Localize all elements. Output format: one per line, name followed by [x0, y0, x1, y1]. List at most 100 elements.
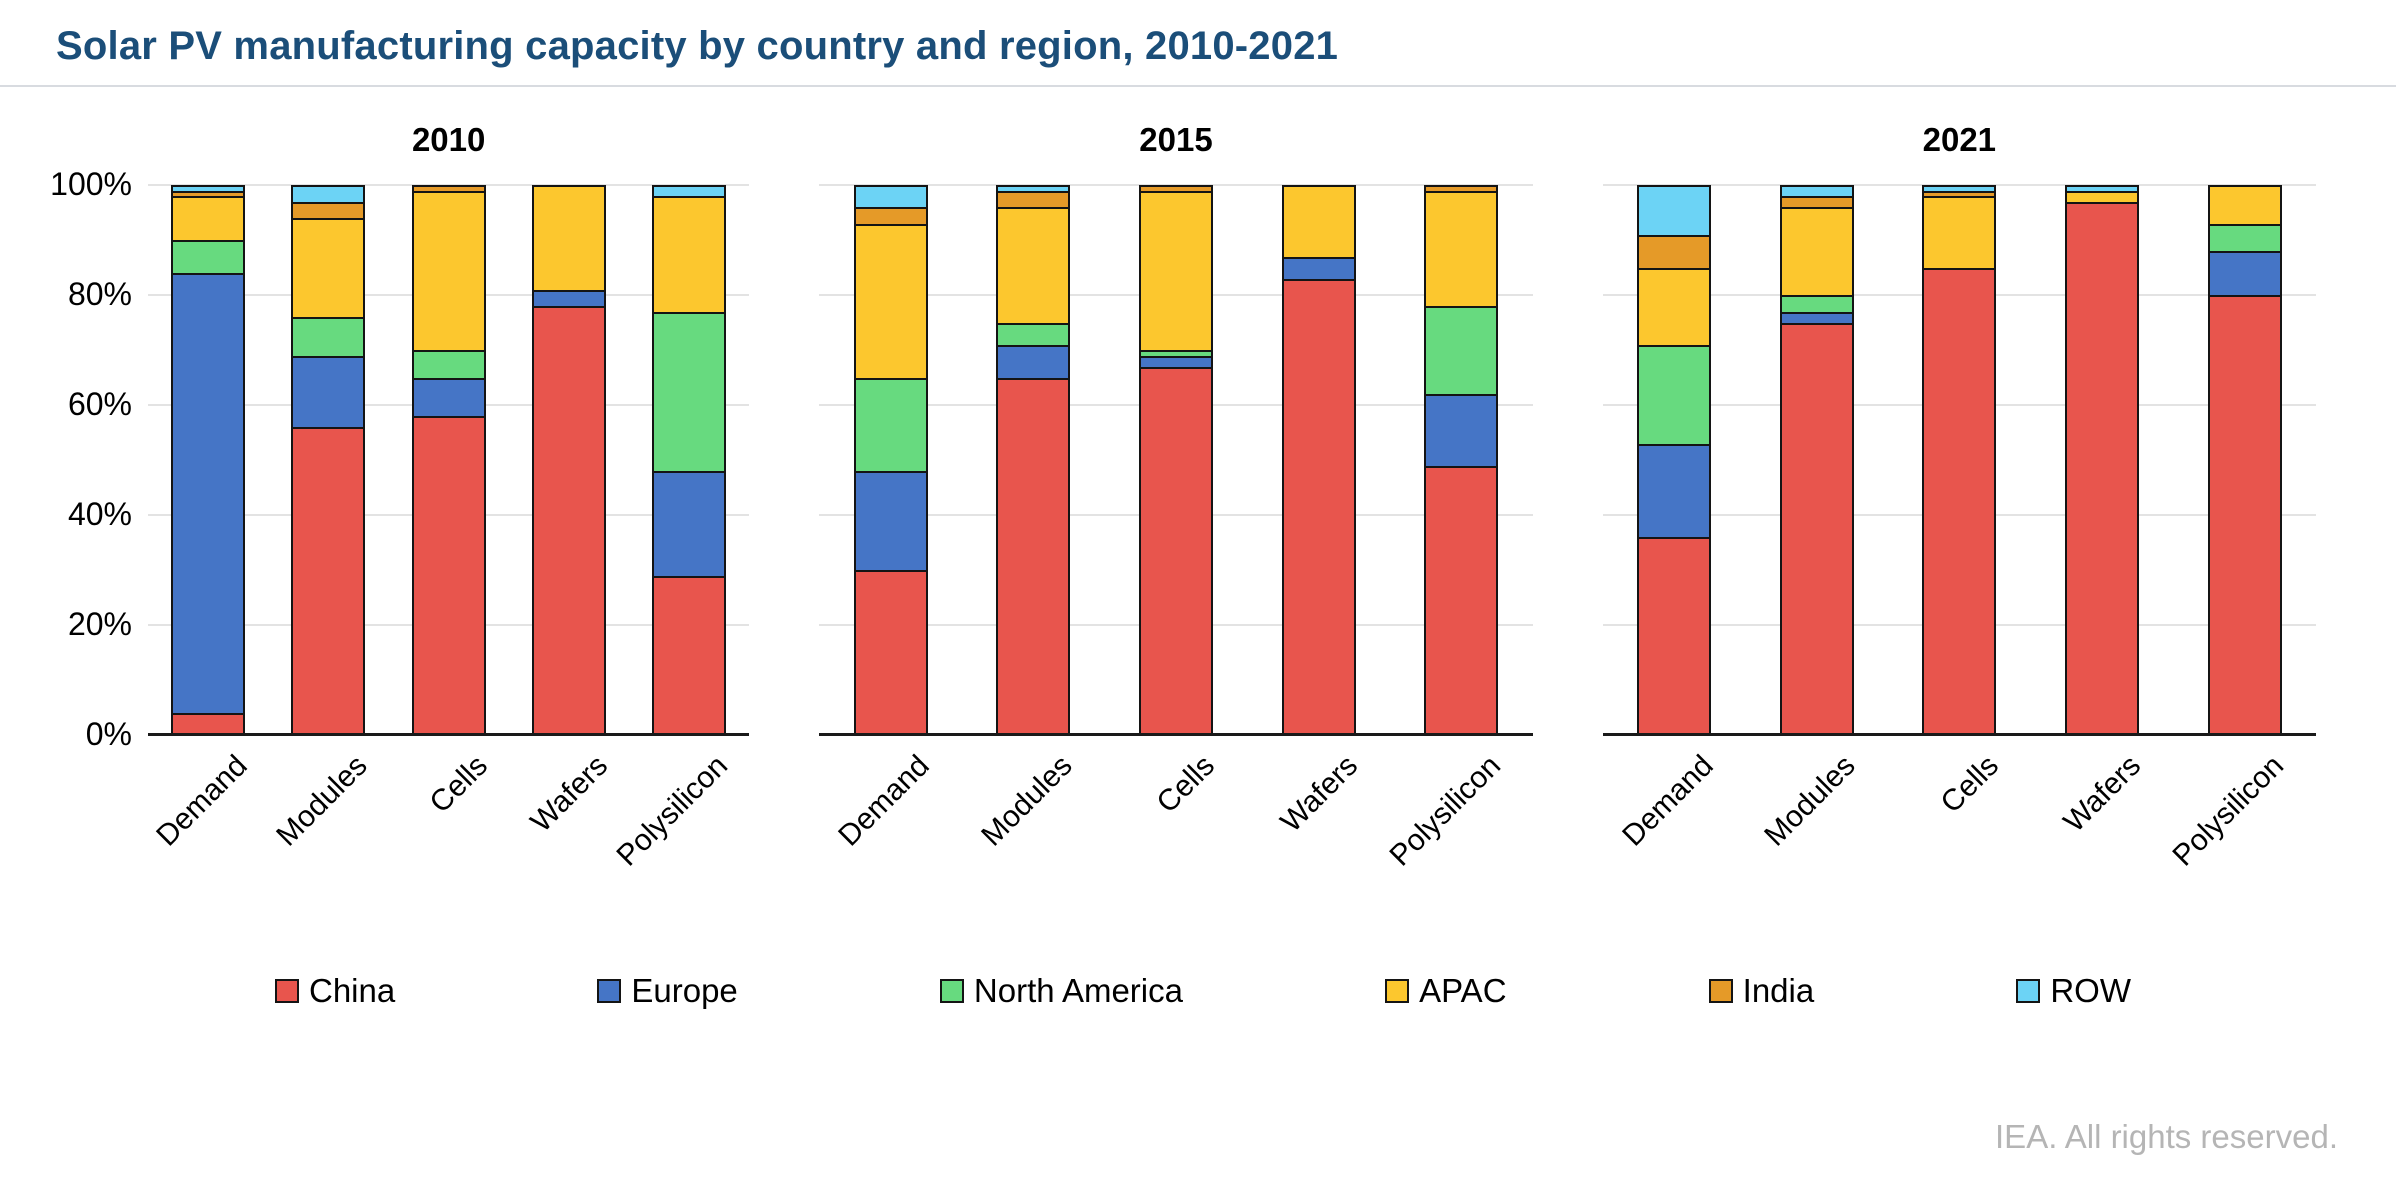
segment-china	[1779, 322, 1854, 735]
segment-india	[171, 190, 246, 196]
category-label-cells: Cells	[1934, 749, 2005, 820]
label-slot: Demand	[148, 735, 268, 920]
category-label-modules: Modules	[270, 749, 374, 853]
segment-china	[411, 416, 486, 735]
segment-china	[1922, 267, 1997, 735]
plot-area-2015	[819, 184, 1533, 736]
legend-label-row: ROW	[2050, 972, 2131, 1009]
segment-india	[291, 201, 366, 218]
segment-apac	[531, 185, 606, 290]
segment-china	[171, 713, 246, 735]
charts-row: 0% 20% 40% 60% 80% 100% 2010 Demand Modules Cel…	[0, 87, 2396, 920]
panel-body: 2021 Demand Modules Cells Wafers Polysilicon	[1602, 121, 2316, 920]
y-axis: 0% 20% 40% 60% 80% 100%	[36, 166, 148, 752]
segment-apac	[652, 196, 727, 312]
label-slot: Modules	[268, 735, 388, 920]
segment-apac	[1636, 267, 1711, 345]
segment-india	[1139, 185, 1213, 191]
plot-area-2021	[1602, 184, 2316, 736]
label-slot: Polysilicon	[1383, 735, 1533, 920]
bar-slot	[819, 185, 962, 735]
segment-india	[1922, 190, 1997, 196]
bar-2015-cells	[1139, 185, 1213, 735]
label-slot: Cells	[1105, 735, 1248, 920]
header: Solar PV manufacturing capacity by count…	[0, 0, 2396, 87]
segment-north-america	[652, 311, 727, 471]
legend-item-north-america: North America	[939, 972, 1183, 1010]
category-label-wafers: Wafers	[2057, 749, 2148, 839]
category-labels-2021: Demand Modules Cells Wafers Polysilicon	[1603, 735, 2316, 920]
label-slot: Polysilicon	[611, 735, 749, 920]
segment-europe	[996, 344, 1071, 378]
x-axis-line	[819, 733, 1533, 736]
page-title: Solar PV manufacturing capacity by count…	[56, 24, 1339, 68]
label-slot: Wafers	[2031, 735, 2174, 920]
segment-apac	[411, 190, 486, 350]
plot-area-2010	[148, 184, 750, 736]
chart-title-2010: 2010	[411, 121, 486, 158]
label-slot: Cells	[389, 735, 509, 920]
segment-apac	[2207, 185, 2282, 224]
label-slot: Demand	[819, 735, 962, 920]
segment-europe	[411, 377, 486, 416]
category-label-cells: Cells	[1150, 749, 1222, 820]
bar-slot	[1247, 185, 1390, 735]
segment-europe	[2207, 251, 2282, 295]
segment-north-america	[853, 377, 928, 471]
segment-row	[1636, 185, 1711, 235]
category-labels-2015: Demand Modules Cells Wafers Polysilicon	[819, 735, 1532, 920]
segment-europe	[291, 355, 366, 427]
segment-apac	[1779, 207, 1854, 295]
segment-north-america	[1636, 344, 1711, 444]
bar-2010-polysilicon	[652, 185, 727, 735]
segment-apac	[1922, 196, 1997, 268]
label-slot: Wafers	[1247, 735, 1390, 920]
segment-apac	[1424, 190, 1499, 306]
segment-row	[171, 185, 246, 191]
segment-row	[2065, 185, 2139, 191]
segment-china	[1636, 537, 1711, 735]
bar-slot	[389, 185, 509, 735]
bar-slot	[1105, 185, 1248, 735]
bar-2010-cells	[411, 185, 486, 735]
label-slot: Polysilicon	[2166, 735, 2316, 920]
segment-north-america	[1139, 350, 1213, 356]
segment-row	[1779, 185, 1854, 196]
segment-europe	[1636, 443, 1711, 537]
legend-item-apac: APAC	[1385, 972, 1507, 1010]
category-label-modules: Modules	[1758, 749, 1863, 853]
chart-panel-2010: 0% 20% 40% 60% 80% 100% 2010 Demand Modules Cel…	[36, 121, 750, 920]
label-slot: Modules	[1745, 735, 1888, 920]
bars-2010	[148, 185, 749, 735]
bar-slot	[962, 185, 1105, 735]
bar-slot	[268, 185, 388, 735]
category-label-cells: Cells	[423, 749, 495, 820]
legend-swatch-north-america	[939, 979, 964, 1003]
legend-item-europe: Europe	[597, 972, 738, 1010]
segment-india	[1424, 185, 1499, 191]
segment-north-america	[1424, 306, 1499, 394]
y-tick-100: 100%	[50, 166, 132, 202]
category-label-demand: Demand	[1615, 749, 1720, 853]
segment-europe	[1139, 355, 1213, 367]
segment-apac	[2065, 190, 2139, 202]
segment-apac	[853, 223, 928, 378]
segment-india	[996, 190, 1071, 207]
bar-slot	[1390, 185, 1533, 735]
legend-swatch-row	[2016, 979, 2041, 1003]
segment-china	[2065, 201, 2139, 735]
segment-china	[652, 575, 727, 735]
category-label-wafers: Wafers	[524, 749, 615, 839]
segment-europe	[531, 289, 606, 306]
chart-title-2021: 2021	[1922, 121, 1997, 158]
x-axis-line	[1602, 733, 2316, 736]
bar-slot	[2173, 185, 2316, 735]
legend-label-india: India	[1742, 972, 1815, 1009]
category-labels-2010: Demand Modules Cells Wafers Polysilicon	[148, 735, 749, 920]
segment-china	[996, 377, 1071, 735]
bar-2021-wafers	[2065, 185, 2139, 735]
segment-row	[1922, 185, 1997, 191]
bar-2015-wafers	[1281, 185, 1356, 735]
x-axis-line	[148, 733, 750, 736]
legend: China Europe North America APAC India ROW	[0, 972, 2396, 1010]
